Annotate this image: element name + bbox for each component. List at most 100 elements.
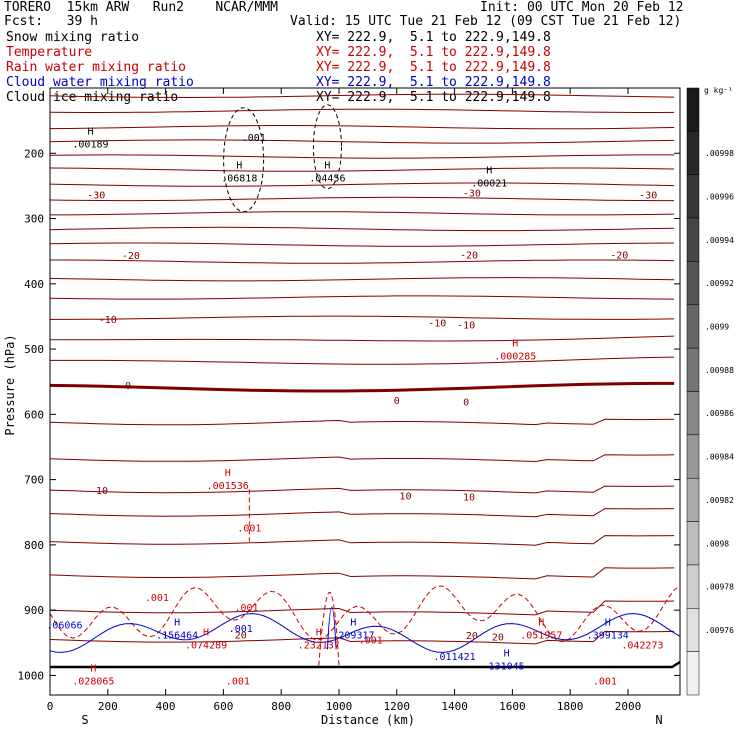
maximum-marker: H (504, 649, 510, 660)
plot-header: TORERO 15km ARW Run2 NCAR/MMM Init: 00 U… (0, 0, 740, 110)
x-tick-label: 2000 (615, 700, 642, 713)
forecast-hour: Fcst: 39 h (4, 14, 98, 29)
y-tick-label: 400 (24, 278, 44, 291)
y-tick-label: 1000 (18, 669, 45, 682)
contour-labels: -30 -30 -30 -20 -20 -20 -10 -10 -10 0 0 0 10 10 10 20 20… (46, 126, 663, 687)
colorbar-label: .00976 (705, 626, 734, 635)
colorbar-label: .00994 (705, 236, 734, 245)
isotherm-label: -30 (639, 190, 657, 201)
isotherm-line (49, 196, 675, 202)
maximum-value: .209317 (332, 630, 374, 641)
colorbar-swatch (686, 521, 700, 566)
colorbar-swatch (686, 261, 700, 306)
colorbar-label: .00996 (705, 192, 734, 201)
colorbar-unit: g kg⁻¹ (704, 86, 733, 95)
maximum-value: .001 (234, 603, 258, 614)
colorbar-label: .00988 (705, 366, 734, 375)
y-tick-label: 700 (24, 474, 44, 487)
cloud-water-contour (326, 606, 337, 650)
temperature-contours (49, 93, 681, 669)
maximum-marker: H (203, 628, 209, 639)
field-temperature-xy: XY= 222.9, 5.1 to 222.9,149.8 (316, 45, 551, 60)
maximum-value: .156464 (156, 630, 198, 641)
maximum-value: .00021 (471, 179, 507, 190)
y-tick-label: 800 (24, 539, 44, 552)
colorbar-swatch (686, 217, 700, 262)
maximum-value: .00189 (72, 139, 108, 150)
maximum-marker: H (87, 126, 93, 137)
field-cloud-ice-label: Cloud ice mixing ratio (6, 90, 179, 105)
maximum-value: .074289 (185, 641, 227, 652)
colorbar-label: .0098 (705, 539, 729, 548)
y-tick-label: 900 (24, 604, 44, 617)
isotherm-line (49, 630, 675, 645)
x-tick-label: 1800 (557, 700, 584, 713)
field-cloud-water-xy: XY= 222.9, 5.1 to 222.9,149.8 (316, 75, 551, 90)
isotherm-line (50, 315, 675, 320)
x-tick-label: 1000 (326, 700, 353, 713)
field-snow-xy: XY= 222.9, 5.1 to 222.9,149.8 (316, 30, 551, 45)
maximum-value: .000285 (494, 352, 536, 363)
colorbar-swatch (686, 434, 700, 479)
maximum-marker: H (350, 617, 356, 628)
x-tick-label: 1400 (441, 700, 468, 713)
field-cloud-water-label: Cloud water mixing ratio (6, 75, 194, 90)
plot-frame (49, 87, 681, 696)
colorbar-label: .00998 (705, 149, 734, 158)
maximum-marker: H (512, 339, 518, 350)
isotherm-label: 10 (96, 486, 108, 497)
isotherm-line (49, 295, 675, 300)
y-axis-title: Pressure (hPa) (3, 334, 17, 435)
isotherm-label: 20 (466, 631, 478, 642)
maximum-marker: H (316, 628, 322, 639)
isotherm-line (49, 154, 675, 159)
maximum-value: .232137 (298, 641, 340, 652)
x-tick-label: 0 (47, 700, 54, 713)
terrain-line (50, 660, 681, 669)
isotherm-line (49, 567, 675, 580)
maximum-value: .001 (359, 636, 383, 647)
maximum-value: .001 (145, 593, 169, 604)
x-tick-label: 800 (271, 700, 291, 713)
isotherm-label: 20 (492, 632, 504, 643)
isotherm-label: -30 (463, 188, 481, 199)
isotherm-line (49, 600, 675, 616)
maximum-value: 131045 (489, 662, 525, 673)
isotherm-label: 10 (399, 491, 411, 502)
field-temperature-label: Temperature (6, 45, 93, 60)
isotherm-line (49, 226, 675, 232)
maximum-value: .06066 (46, 621, 82, 632)
isotherm-label: 0 (394, 396, 400, 407)
isotherm-line (49, 485, 675, 494)
isotherm-label: -20 (610, 250, 628, 261)
isotherm-label: -20 (122, 251, 140, 262)
isotherm-line (49, 167, 675, 172)
isotherm-line (49, 242, 675, 247)
colorbar-swatch (686, 87, 700, 132)
isotherm-line (50, 356, 675, 365)
colorbar-label: .00978 (705, 583, 734, 592)
x-end-label-right: N (655, 713, 662, 727)
maximum-value: .001536 (207, 481, 249, 492)
colorbar-swatch (686, 304, 700, 349)
isotherm-line (49, 277, 675, 282)
maximum-value: .011421 (434, 652, 476, 663)
x-tick-label: 1600 (499, 700, 526, 713)
maximum-marker: H (486, 166, 492, 177)
colorbar-swatch (686, 174, 700, 219)
field-rain-xy: XY= 222.9, 5.1 to 222.9,149.8 (316, 60, 551, 75)
y-tick-label: 600 (24, 408, 44, 421)
colorbar-label: .00984 (705, 453, 734, 462)
colorbar-swatch (686, 391, 700, 436)
maximum-value: .001 (593, 677, 617, 688)
x-axis-title: Distance (km) (321, 713, 415, 727)
colorbar-label: .00992 (705, 279, 734, 288)
y-tick-label: 500 (24, 343, 44, 356)
axes: 0 200 400 600 800 1000 1200 1400 1600 1800 2000200… (18, 88, 680, 713)
x-tick-label: 1200 (384, 700, 411, 713)
isotherm-line (49, 454, 675, 463)
maximum-value: .399134 (587, 630, 629, 641)
maximum-marker: H (324, 160, 330, 171)
isotherm-line (49, 508, 675, 518)
